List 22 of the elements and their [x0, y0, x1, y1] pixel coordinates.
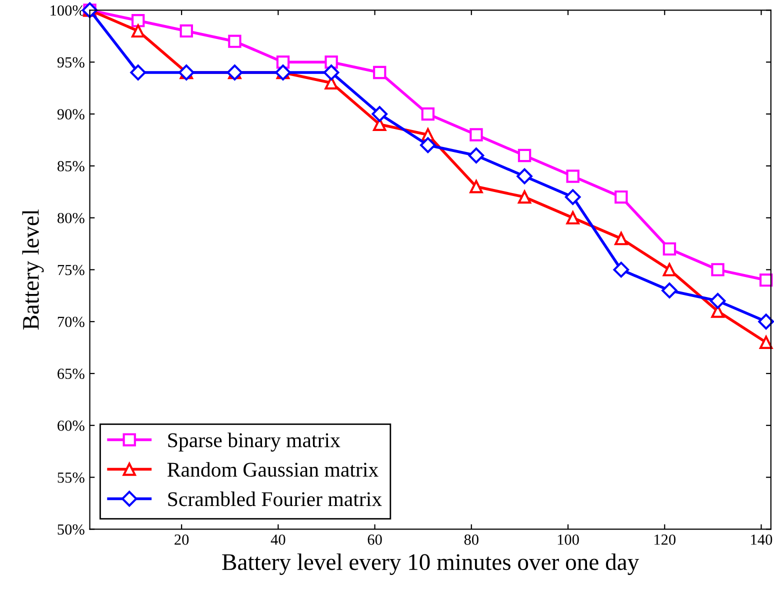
y-tick-label: 55% — [58, 472, 84, 483]
y-tick-label: 75% — [58, 264, 84, 276]
x-tick-label: 120 — [654, 534, 676, 545]
y-tick-label: 50% — [58, 524, 84, 535]
x-tick-label: 140 — [751, 534, 772, 545]
x-tick-label: 60 — [368, 534, 382, 545]
legend-label: Random Gaussian matrix — [167, 462, 378, 477]
x-axis-title: Battery level every 10 minutes over one day — [222, 553, 640, 575]
y-axis-title: Battery level — [22, 210, 44, 330]
x-tick-label: 20 — [174, 534, 189, 545]
y-tick-label: 65% — [58, 368, 84, 379]
x-tick-label: 40 — [270, 534, 286, 545]
y-tick-label: 60% — [58, 420, 84, 431]
y-tick-label: 85% — [58, 161, 84, 172]
legend-label: Sparse binary matrix — [168, 432, 340, 452]
y-tick-label: 70% — [58, 316, 84, 328]
y-tick-label: 95% — [57, 57, 84, 68]
x-tick-label: 100 — [558, 534, 579, 545]
x-tick-label: 80 — [464, 534, 478, 545]
y-tick-label: 80% — [58, 212, 84, 224]
y-tick-label: 90% — [57, 109, 84, 120]
legend-label: Scrambled Fourier matrix — [168, 492, 382, 506]
